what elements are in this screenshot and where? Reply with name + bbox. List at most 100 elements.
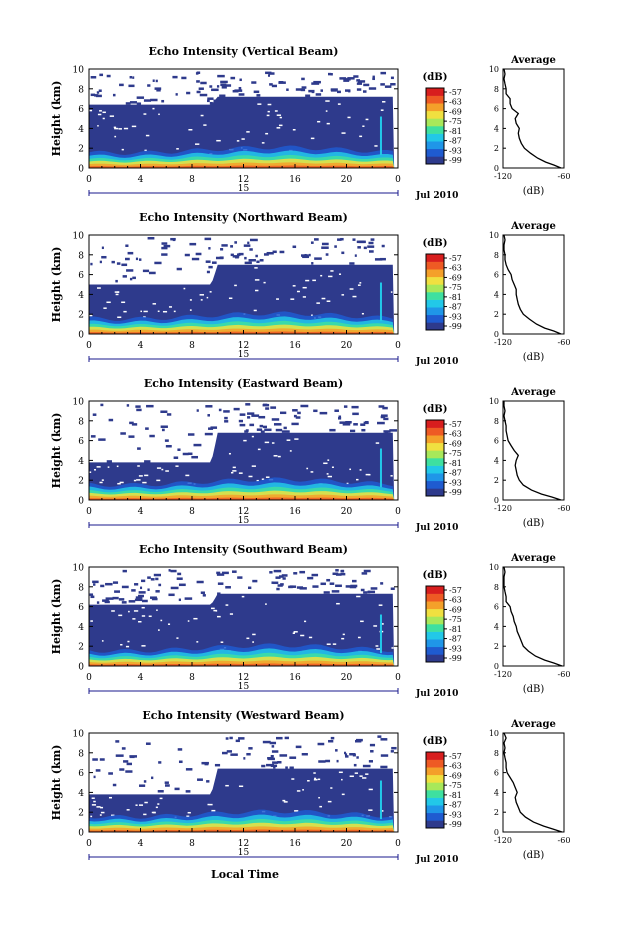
average-x-tick-label: -60 xyxy=(558,504,571,513)
echo-cell xyxy=(125,244,129,247)
echo-cell xyxy=(300,88,306,92)
echo-cell xyxy=(356,82,363,85)
date-label: Jul 2010 xyxy=(415,689,458,699)
echo-gap xyxy=(117,482,121,485)
colorbar-swatch xyxy=(426,458,444,466)
beam-panel-3: Echo Intensity (Southward Beam) 0 2 4 6 8 10 He… xyxy=(50,543,570,699)
colorbar-tick-label: -63 xyxy=(449,430,462,439)
echo-gap xyxy=(349,775,354,778)
echo-gap xyxy=(277,455,281,458)
echo-cell xyxy=(236,253,241,256)
echo-cell xyxy=(237,576,243,579)
echo-gap xyxy=(327,800,332,803)
echo-cell xyxy=(345,585,352,588)
echo-gap xyxy=(296,290,300,293)
colorbar-tick-label: -69 xyxy=(449,273,462,282)
echo-gap xyxy=(359,282,362,284)
average-y-tick-label: 8 xyxy=(494,749,499,758)
echo-gap xyxy=(99,110,102,112)
x-tick-label: 0 xyxy=(86,673,92,683)
echo-cell xyxy=(129,277,133,281)
echo-cell xyxy=(341,251,345,255)
echo-gap xyxy=(263,281,266,284)
echo-cell xyxy=(216,571,221,575)
echo-cell xyxy=(380,582,384,585)
echo-gap xyxy=(302,286,307,289)
colorbar-unit: (dB) xyxy=(423,238,448,249)
echo-cell xyxy=(115,740,120,743)
x-tick-label: 16 xyxy=(289,839,301,849)
x-tick-label: 20 xyxy=(341,175,353,185)
echo-gap xyxy=(187,620,190,622)
echo-gap xyxy=(362,125,365,127)
echo-cell xyxy=(164,439,169,442)
echo-gap xyxy=(176,637,179,639)
echo-gap xyxy=(264,441,270,444)
echo-cell xyxy=(332,572,339,576)
echo-cell xyxy=(118,598,125,601)
echo-cell xyxy=(345,420,352,424)
average-x-tick-label: -120 xyxy=(494,504,512,513)
y-axis-label: Height (km) xyxy=(50,745,63,821)
echo-cell xyxy=(363,246,367,250)
echo-gap xyxy=(97,287,101,289)
surface-echo-band xyxy=(89,165,395,168)
y-tick-label: 0 xyxy=(78,165,84,175)
echo-gap xyxy=(133,479,137,482)
heatmap-field xyxy=(89,71,396,168)
echo-gap xyxy=(152,107,155,110)
echo-cell xyxy=(238,419,243,423)
echo-cell xyxy=(121,585,129,589)
echo-cell xyxy=(96,91,100,94)
echo-gap xyxy=(279,116,282,119)
echo-cell xyxy=(199,93,208,97)
echo-cell xyxy=(196,580,204,584)
echo-gap xyxy=(306,467,309,470)
colorbar-swatch xyxy=(426,254,444,262)
average-x-tick-label: -60 xyxy=(558,670,571,679)
echo-gap xyxy=(251,435,254,438)
echo-cell xyxy=(311,90,315,94)
echo-gap xyxy=(361,312,364,315)
average-title: Average xyxy=(510,719,556,730)
average-y-tick-label: 2 xyxy=(494,808,499,817)
echo-gap xyxy=(232,466,236,469)
echo-gap xyxy=(373,625,378,627)
echo-gap xyxy=(211,809,216,812)
average-y-tick-label: 6 xyxy=(494,769,499,778)
y-tick-label: 8 xyxy=(78,251,84,261)
average-xlabel: (dB) xyxy=(523,352,545,363)
average-profile-line xyxy=(503,234,562,335)
echo-cell xyxy=(320,582,326,586)
echo-cell xyxy=(138,591,146,594)
echo-gap xyxy=(209,803,213,806)
colorbar-swatch xyxy=(426,314,444,323)
echo-cell xyxy=(338,415,342,419)
colorbar-swatch xyxy=(426,292,444,300)
echo-gap xyxy=(253,309,257,312)
echo-cell xyxy=(368,250,374,253)
colorbar-swatch xyxy=(426,95,444,104)
echo-gap xyxy=(330,787,333,789)
echo-cell xyxy=(293,572,298,575)
colorbar-swatch xyxy=(426,450,444,459)
echo-gap xyxy=(276,114,282,116)
echo-cell xyxy=(362,764,371,768)
echo-cell xyxy=(238,737,245,740)
echo-cell xyxy=(348,89,351,93)
y-tick-label: 0 xyxy=(78,829,84,839)
colorbar-swatch xyxy=(426,608,444,617)
echo-cell xyxy=(314,238,319,241)
echo-cell xyxy=(243,757,246,760)
average-y-tick-label: 0 xyxy=(494,164,499,173)
echo-cell xyxy=(311,82,320,85)
x-tick-label: 4 xyxy=(138,839,144,849)
echo-cell xyxy=(198,87,204,90)
echo-cell xyxy=(135,257,139,261)
echo-gap xyxy=(326,122,330,125)
echo-cell xyxy=(135,405,141,408)
average-y-tick-label: 4 xyxy=(494,456,499,465)
y-tick-label: 0 xyxy=(78,497,84,507)
echo-cell xyxy=(155,79,158,83)
echo-cell xyxy=(193,443,202,447)
